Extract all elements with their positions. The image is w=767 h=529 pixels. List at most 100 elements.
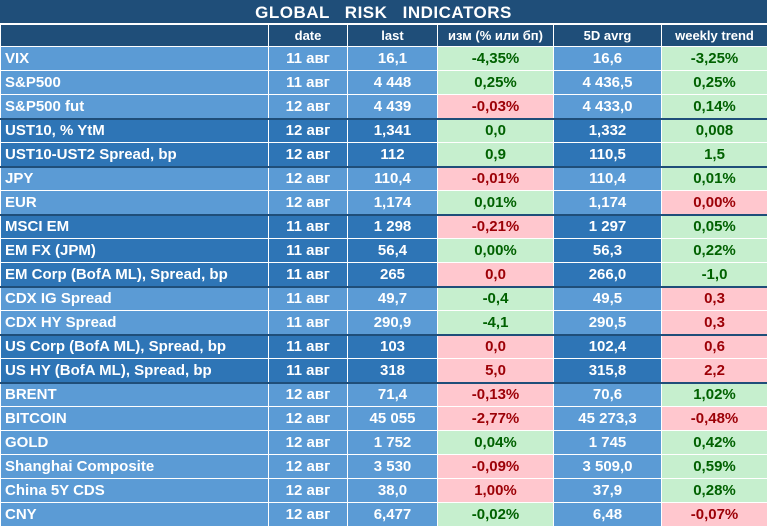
last-cell: 318: [347, 358, 438, 383]
date-cell: 12 авг: [268, 478, 348, 503]
date-cell: 11 авг: [268, 310, 348, 335]
change-cell: 0,0: [437, 333, 554, 359]
table-row: S&P500 11 авг 4 448 0,25% 4 436,5 0,25%: [0, 70, 767, 95]
table-row: BRENT 12 авг 71,4 -0,13% 70,6 1,02%: [0, 381, 767, 407]
trend-cell: 0,22%: [661, 238, 767, 263]
avg-cell: 110,5: [553, 142, 662, 167]
date-cell: 11 авг: [268, 238, 348, 263]
last-cell: 290,9: [347, 310, 438, 335]
indicator-name: EUR: [0, 190, 269, 215]
indicator-name: CDX IG Spread: [0, 285, 269, 311]
last-cell: 71,4: [347, 381, 438, 407]
table-row: EM FX (JPM) 11 авг 56,4 0,00% 56,3 0,22%: [0, 238, 767, 263]
change-cell: -0,03%: [437, 94, 554, 119]
header-date: date: [268, 24, 348, 47]
change-cell: -0,4: [437, 285, 554, 311]
avg-cell: 49,5: [553, 285, 662, 311]
last-cell: 1 298: [347, 213, 438, 239]
trend-cell: 0,14%: [661, 94, 767, 119]
header-name: [0, 24, 269, 47]
indicators-table: date last изм (% или бп) 5D avrg weekly …: [0, 24, 767, 527]
change-cell: -0,21%: [437, 213, 554, 239]
avg-cell: 37,9: [553, 478, 662, 503]
table-row: CDX HY Spread 11 авг 290,9 -4,1 290,5 0,3: [0, 310, 767, 335]
last-cell: 1,341: [347, 117, 438, 143]
change-cell: -4,1: [437, 310, 554, 335]
table-row: UST10-UST2 Spread, bp 12 авг 112 0,9 110,5 1,…: [0, 142, 767, 167]
avg-cell: 6,48: [553, 502, 662, 527]
table-row: BITCOIN 12 авг 45 055 -2,77% 45 273,3 -0,48%: [0, 406, 767, 431]
trend-cell: -0,07%: [661, 502, 767, 527]
change-cell: 0,9: [437, 142, 554, 167]
table-row: VIX 11 авг 16,1 -4,35% 16,6 -3,25%: [0, 46, 767, 71]
date-cell: 12 авг: [268, 406, 348, 431]
avg-cell: 102,4: [553, 333, 662, 359]
date-cell: 12 авг: [268, 142, 348, 167]
last-cell: 1 752: [347, 430, 438, 455]
avg-cell: 110,4: [553, 165, 662, 191]
date-cell: 11 авг: [268, 262, 348, 287]
avg-cell: 1,332: [553, 117, 662, 143]
change-cell: 0,25%: [437, 70, 554, 95]
indicator-name: S&P500 fut: [0, 94, 269, 119]
table-row: GOLD 12 авг 1 752 0,04% 1 745 0,42%: [0, 430, 767, 455]
avg-cell: 290,5: [553, 310, 662, 335]
indicator-name: US HY (BofA ML), Spread, bp: [0, 358, 269, 383]
trend-cell: 0,42%: [661, 430, 767, 455]
last-cell: 45 055: [347, 406, 438, 431]
table-row: Shanghai Composite 12 авг 3 530 -0,09% 3 509…: [0, 454, 767, 479]
trend-cell: 0,05%: [661, 213, 767, 239]
table-row: EUR 12 авг 1,174 0,01% 1,174 0,00%: [0, 190, 767, 215]
last-cell: 1,174: [347, 190, 438, 215]
indicator-name: CDX HY Spread: [0, 310, 269, 335]
change-cell: 0,00%: [437, 238, 554, 263]
trend-cell: 0,3: [661, 310, 767, 335]
indicator-name: UST10-UST2 Spread, bp: [0, 142, 269, 167]
table-row: US HY (BofA ML), Spread, bp 11 авг 318 5,0 3…: [0, 358, 767, 383]
indicator-name: UST10, % YtM: [0, 117, 269, 143]
date-cell: 12 авг: [268, 454, 348, 479]
trend-cell: 0,28%: [661, 478, 767, 503]
trend-cell: 0,00%: [661, 190, 767, 215]
date-cell: 12 авг: [268, 117, 348, 143]
change-cell: 5,0: [437, 358, 554, 383]
indicator-name: JPY: [0, 165, 269, 191]
last-cell: 49,7: [347, 285, 438, 311]
avg-cell: 45 273,3: [553, 406, 662, 431]
trend-cell: 0,01%: [661, 165, 767, 191]
change-cell: -0,02%: [437, 502, 554, 527]
date-cell: 12 авг: [268, 165, 348, 191]
avg-cell: 16,6: [553, 46, 662, 71]
indicator-name: China 5Y CDS: [0, 478, 269, 503]
date-cell: 11 авг: [268, 285, 348, 311]
indicator-name: VIX: [0, 46, 269, 71]
table-row: UST10, % YtM 12 авг 1,341 0,0 1,332 0,008: [0, 117, 767, 143]
header-change: изм (% или бп): [437, 24, 554, 47]
last-cell: 103: [347, 333, 438, 359]
date-cell: 12 авг: [268, 94, 348, 119]
indicator-name: BRENT: [0, 381, 269, 407]
table-row: CDX IG Spread 11 авг 49,7 -0,4 49,5 0,3: [0, 285, 767, 311]
avg-cell: 70,6: [553, 381, 662, 407]
date-cell: 11 авг: [268, 358, 348, 383]
table-row: US Corp (BofA ML), Spread, bp 11 авг 103 0,…: [0, 333, 767, 359]
date-cell: 12 авг: [268, 381, 348, 407]
trend-cell: 2,2: [661, 358, 767, 383]
trend-cell: 0,008: [661, 117, 767, 143]
table-row: EM Corp (BofA ML), Spread, bp 11 авг 265 0,…: [0, 262, 767, 287]
avg-cell: 1 297: [553, 213, 662, 239]
trend-cell: -3,25%: [661, 46, 767, 71]
avg-cell: 3 509,0: [553, 454, 662, 479]
table-row: MSCI EM 11 авг 1 298 -0,21% 1 297 0,05%: [0, 213, 767, 239]
change-cell: -4,35%: [437, 46, 554, 71]
date-cell: 12 авг: [268, 502, 348, 527]
avg-cell: 266,0: [553, 262, 662, 287]
indicator-name: Shanghai Composite: [0, 454, 269, 479]
header-last: last: [347, 24, 438, 47]
table-row: CNY 12 авг 6,477 -0,02% 6,48 -0,07%: [0, 502, 767, 527]
change-cell: 0,0: [437, 117, 554, 143]
indicator-name: GOLD: [0, 430, 269, 455]
trend-cell: 0,6: [661, 333, 767, 359]
last-cell: 4 448: [347, 70, 438, 95]
